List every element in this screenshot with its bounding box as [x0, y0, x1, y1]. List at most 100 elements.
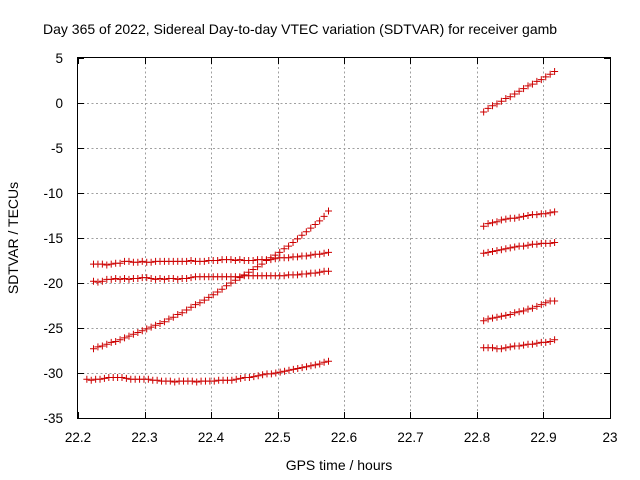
- data-point: [528, 304, 536, 312]
- data-point: [285, 242, 293, 250]
- y-tick-label: 5: [55, 51, 63, 66]
- data-point: [489, 219, 497, 227]
- data-point: [506, 93, 514, 101]
- data-point: [289, 365, 297, 373]
- data-point: [116, 259, 124, 267]
- data-point: [285, 254, 293, 262]
- data-points: [83, 68, 559, 386]
- data-point: [223, 282, 231, 290]
- data-point: [280, 272, 288, 280]
- data-point: [83, 375, 91, 383]
- data-point: [493, 100, 501, 108]
- x-tick-label: 22.6: [331, 430, 357, 445]
- data-point: [107, 338, 115, 346]
- series-track-h: [480, 297, 559, 325]
- data-point: [134, 258, 142, 266]
- data-point: [271, 255, 279, 263]
- data-point: [320, 358, 328, 366]
- data-point: [103, 261, 111, 269]
- data-point: [143, 325, 151, 333]
- y-tick-label: -5: [51, 141, 63, 156]
- series-track-g: [480, 239, 559, 257]
- data-point: [293, 253, 301, 261]
- data-point: [228, 376, 236, 384]
- data-point: [236, 256, 244, 264]
- data-point: [497, 345, 505, 353]
- data-point: [533, 302, 541, 310]
- data-point: [480, 317, 488, 325]
- data-point: [94, 278, 102, 286]
- data-point: [546, 338, 554, 345]
- data-point: [188, 377, 196, 385]
- data-point: [307, 251, 315, 259]
- data-point: [187, 303, 195, 311]
- data-point: [210, 377, 218, 385]
- data-point: [169, 313, 177, 321]
- data-point: [293, 271, 301, 279]
- data-point: [147, 275, 155, 282]
- data-point: [325, 207, 333, 215]
- data-point: [511, 309, 519, 317]
- x-tick-label: 22.2: [65, 430, 91, 445]
- y-tick-label: -30: [43, 366, 63, 381]
- data-point: [298, 364, 306, 372]
- data-point: [520, 242, 528, 250]
- data-point: [134, 275, 142, 282]
- data-point: [98, 277, 106, 285]
- data-point: [200, 257, 208, 265]
- data-point: [302, 252, 310, 260]
- data-point: [307, 362, 315, 370]
- data-point: [250, 373, 258, 381]
- data-point: [227, 279, 235, 287]
- data-point: [285, 366, 293, 374]
- data-point: [542, 299, 550, 307]
- data-point: [147, 323, 155, 331]
- data-point: [153, 376, 161, 384]
- data-point: [515, 87, 523, 95]
- data-point: [484, 315, 492, 323]
- data-point: [320, 249, 328, 257]
- data-point: [205, 293, 213, 301]
- data-point: [187, 257, 195, 264]
- data-point: [289, 239, 297, 246]
- data-point: [537, 301, 545, 309]
- data-point: [484, 220, 492, 228]
- x-tick-label: 22.3: [131, 430, 157, 445]
- data-point: [316, 250, 324, 258]
- data-point: [520, 212, 528, 220]
- data-point: [196, 299, 204, 307]
- data-point: [524, 305, 532, 313]
- data-point: [166, 377, 174, 385]
- data-point: [87, 376, 95, 384]
- data-point: [209, 291, 217, 299]
- data-point: [325, 357, 333, 365]
- x-tick-label: 22.5: [264, 430, 290, 445]
- plot-frame: [77, 57, 611, 419]
- data-point: [259, 371, 267, 379]
- data-point: [325, 248, 333, 256]
- data-point: [183, 257, 191, 265]
- data-point: [165, 315, 173, 323]
- data-point: [480, 108, 488, 116]
- data-point: [169, 275, 177, 282]
- data-point: [551, 68, 559, 75]
- data-point: [89, 277, 97, 285]
- data-point: [493, 313, 501, 321]
- data-point: [502, 344, 510, 352]
- data-point: [497, 216, 505, 224]
- data-point: [528, 80, 536, 88]
- data-point: [542, 338, 550, 346]
- series-track-c: [89, 267, 333, 286]
- data-point: [125, 275, 133, 283]
- data-point: [502, 95, 510, 102]
- data-point: [497, 97, 505, 105]
- data-point: [546, 239, 554, 247]
- y-axis-label: SDTVAR / TECUs: [5, 182, 21, 294]
- data-point: [100, 374, 108, 382]
- data-point: [249, 266, 257, 273]
- x-axis-label: GPS time / hours: [286, 457, 393, 473]
- data-point: [118, 374, 126, 381]
- data-point: [520, 341, 528, 349]
- y-tick-label: -15: [43, 231, 63, 246]
- y-tick-label: -20: [43, 276, 63, 291]
